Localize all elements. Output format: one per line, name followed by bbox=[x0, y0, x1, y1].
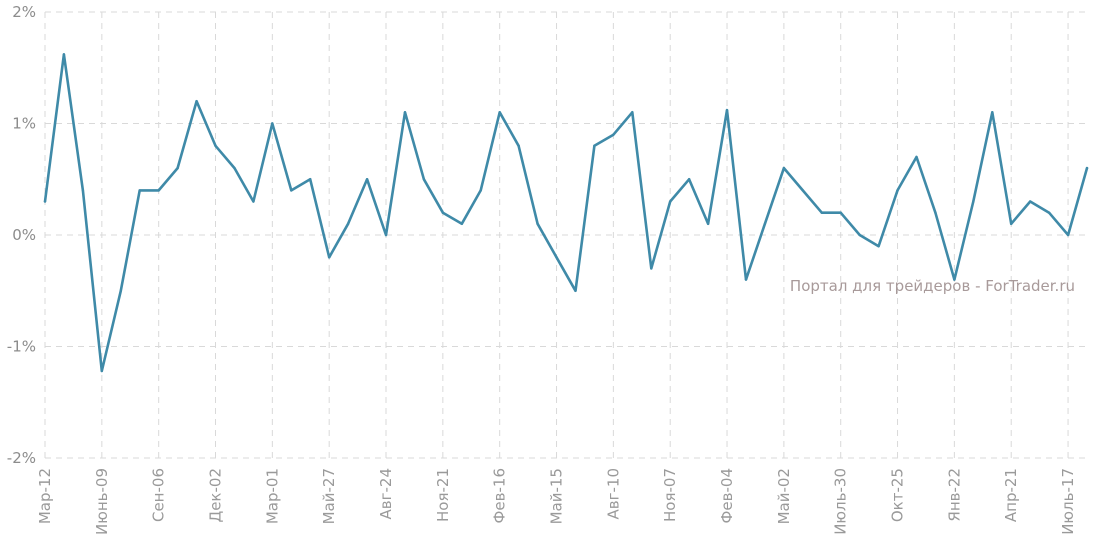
x-tick-label: Май-27 bbox=[320, 468, 338, 524]
x-tick-label: Ноя-07 bbox=[661, 468, 679, 522]
data-point bbox=[1047, 211, 1051, 214]
y-tick-label: -1% bbox=[7, 338, 36, 356]
data-point bbox=[574, 289, 577, 292]
x-tick-label: Мар-12 bbox=[36, 468, 54, 524]
x-tick-label: Сен-06 bbox=[150, 468, 168, 522]
data-point bbox=[1085, 166, 1089, 170]
data-point bbox=[403, 111, 407, 114]
data-point bbox=[309, 178, 312, 181]
data-point bbox=[991, 111, 994, 114]
y-tick-label: 0% bbox=[12, 226, 36, 244]
data-point bbox=[271, 122, 274, 125]
data-point bbox=[498, 111, 501, 114]
x-tick-label: Июнь-09 bbox=[93, 468, 111, 535]
data-point bbox=[650, 267, 653, 270]
y-tick-label: 1% bbox=[12, 115, 36, 133]
data-point bbox=[631, 111, 634, 114]
data-point bbox=[858, 233, 861, 237]
data-point bbox=[62, 53, 66, 56]
data-point bbox=[972, 200, 975, 203]
x-tick-label: Ноя-21 bbox=[434, 468, 452, 522]
data-point bbox=[706, 222, 710, 226]
data-point bbox=[934, 211, 937, 214]
data-point bbox=[1066, 233, 1070, 237]
data-point bbox=[176, 166, 179, 170]
data-point bbox=[233, 166, 236, 170]
data-point bbox=[327, 256, 331, 259]
x-tick-label: Апр-21 bbox=[1002, 468, 1020, 522]
y-tick-label: 2% bbox=[12, 3, 36, 21]
data-point bbox=[214, 144, 217, 147]
data-point bbox=[346, 222, 350, 226]
data-point bbox=[953, 278, 956, 281]
grid-lines bbox=[44, 11, 1087, 459]
data-point bbox=[252, 200, 255, 203]
data-point bbox=[896, 189, 899, 192]
data-point bbox=[138, 189, 141, 192]
data-point bbox=[687, 178, 691, 181]
data-point bbox=[422, 178, 426, 181]
data-point bbox=[536, 222, 539, 226]
data-point bbox=[725, 108, 729, 112]
x-tick-label: Мар-01 bbox=[263, 468, 281, 524]
y-tick-label: -2% bbox=[7, 449, 36, 467]
data-point bbox=[100, 369, 104, 373]
data-point bbox=[479, 189, 482, 192]
x-tick-label: Июль-17 bbox=[1059, 468, 1077, 535]
data-point bbox=[517, 144, 520, 147]
watermark-text: Портал для трейдеров - ForTrader.ru bbox=[790, 277, 1075, 295]
data-point bbox=[1028, 200, 1032, 203]
y-axis-labels: 2% 1% 0% -1% -2% bbox=[7, 3, 36, 467]
data-point bbox=[365, 178, 369, 181]
data-point bbox=[612, 133, 615, 136]
data-point bbox=[157, 189, 160, 192]
data-point bbox=[839, 211, 842, 214]
data-point bbox=[801, 189, 805, 192]
x-tick-label: Фев-16 bbox=[491, 468, 509, 523]
x-axis-labels: Мар-12 Июнь-09 Сен-06 Дек-02 Мар-01 Май-27 Авг… bbox=[36, 468, 1077, 535]
series-layer bbox=[43, 53, 1089, 373]
x-tick-label: Янв-22 bbox=[945, 468, 963, 522]
data-point bbox=[1010, 222, 1013, 226]
data-point bbox=[763, 222, 767, 226]
data-point bbox=[460, 222, 463, 226]
data-point bbox=[195, 100, 198, 103]
data-point bbox=[555, 256, 558, 259]
data-point bbox=[744, 278, 748, 281]
data-point bbox=[877, 244, 880, 248]
data-point bbox=[593, 144, 596, 147]
x-tick-label: Июль-30 bbox=[832, 468, 850, 535]
data-point bbox=[441, 211, 445, 214]
x-tick-label: Дек-02 bbox=[207, 468, 225, 523]
x-tick-label: Фев-04 bbox=[718, 468, 736, 523]
data-point bbox=[820, 211, 823, 214]
data-point bbox=[290, 189, 293, 192]
data-point bbox=[43, 200, 47, 203]
x-tick-label: Май-15 bbox=[548, 468, 566, 524]
x-tick-label: Май-02 bbox=[775, 468, 793, 524]
data-point bbox=[915, 155, 918, 159]
series-line bbox=[43, 53, 1089, 373]
x-tick-label: Окт-25 bbox=[889, 468, 907, 522]
x-tick-label: Авг-10 bbox=[604, 468, 622, 519]
data-point bbox=[81, 189, 85, 192]
x-tick-label: Авг-24 bbox=[377, 468, 395, 519]
data-point bbox=[119, 289, 122, 292]
data-point bbox=[782, 166, 786, 170]
data-point bbox=[669, 200, 672, 203]
data-point bbox=[384, 233, 388, 237]
